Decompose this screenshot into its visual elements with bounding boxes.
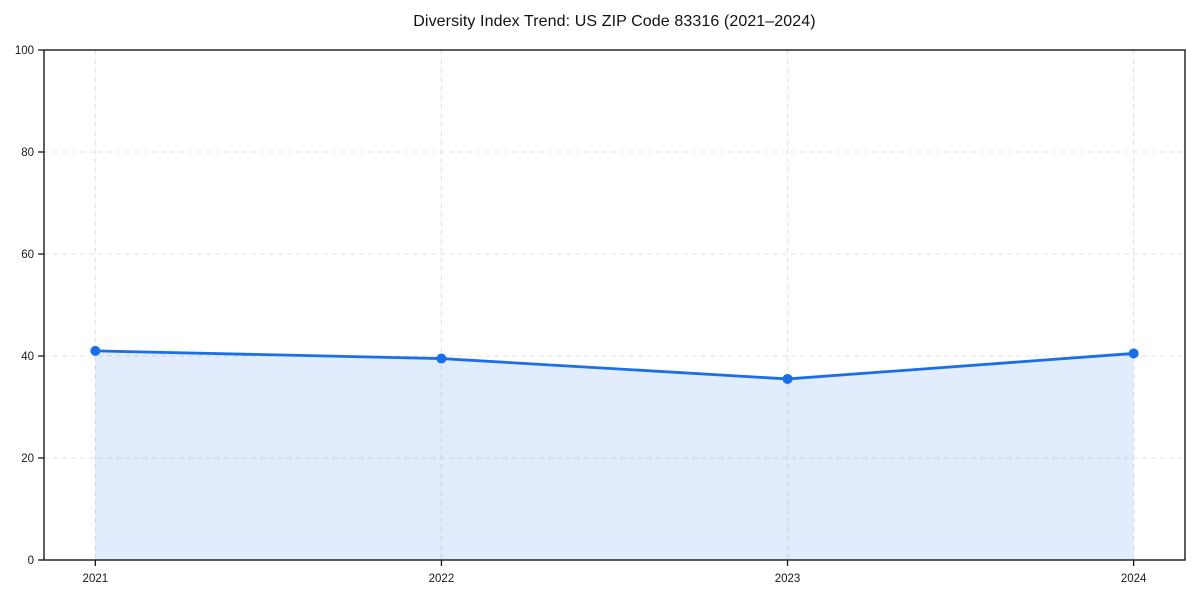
y-tick-label: 0 — [28, 555, 34, 567]
data-point-2023 — [782, 373, 793, 384]
x-tick-label: 2023 — [775, 573, 801, 585]
data-point-2021 — [90, 345, 101, 356]
plot-border — [43, 49, 1186, 561]
x-tick-label: 2024 — [1121, 573, 1147, 585]
x-tick-label: 2022 — [429, 573, 455, 585]
x-tick-label: 2021 — [83, 573, 109, 585]
data-point-2022 — [436, 353, 447, 364]
chart-title: Diversity Index Trend: US ZIP Code 83316… — [413, 13, 816, 30]
y-tick-label: 100 — [15, 45, 34, 57]
y-tick-label: 40 — [21, 351, 34, 363]
plot-area-background — [44, 50, 1185, 560]
y-tick-label: 80 — [21, 147, 34, 159]
data-point-2024 — [1128, 348, 1139, 359]
area-fill — [95, 350, 1134, 560]
trend-line — [93, 349, 1136, 381]
y-tick-label: 60 — [21, 249, 34, 261]
y-tick-label: 20 — [21, 453, 34, 465]
